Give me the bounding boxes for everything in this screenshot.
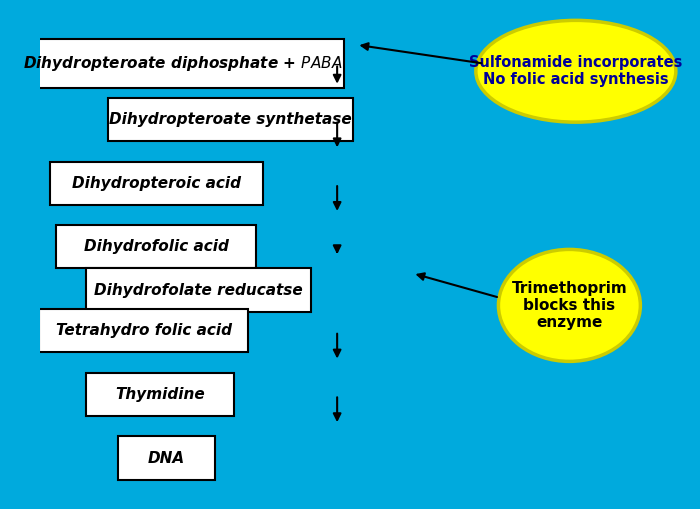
Text: Sulfonamide incorporates
No folic acid synthesis: Sulfonamide incorporates No folic acid s… <box>469 55 682 88</box>
Ellipse shape <box>476 20 676 122</box>
Text: Dihydrofolate reducatse: Dihydrofolate reducatse <box>94 282 303 298</box>
FancyBboxPatch shape <box>38 309 248 353</box>
Text: Trimethoprim
blocks this
enzyme: Trimethoprim blocks this enzyme <box>512 280 627 330</box>
Circle shape <box>498 249 640 361</box>
Text: Dihydropteroate synthetase: Dihydropteroate synthetase <box>109 112 352 127</box>
Text: Thymidine: Thymidine <box>115 387 204 402</box>
Text: Dihydropteroic acid: Dihydropteroic acid <box>72 176 241 191</box>
FancyBboxPatch shape <box>57 225 256 269</box>
FancyBboxPatch shape <box>50 162 263 205</box>
Text: Tetrahydro folic acid: Tetrahydro folic acid <box>55 323 232 338</box>
FancyBboxPatch shape <box>108 98 354 142</box>
FancyBboxPatch shape <box>85 269 312 312</box>
FancyBboxPatch shape <box>85 373 234 416</box>
Text: Dihydropteroate diphosphate + $PABA$: Dihydropteroate diphosphate + $PABA$ <box>22 54 342 73</box>
Text: DNA: DNA <box>148 450 185 466</box>
FancyBboxPatch shape <box>21 40 344 88</box>
FancyBboxPatch shape <box>118 436 215 479</box>
Text: Dihydrofolic acid: Dihydrofolic acid <box>84 239 229 254</box>
